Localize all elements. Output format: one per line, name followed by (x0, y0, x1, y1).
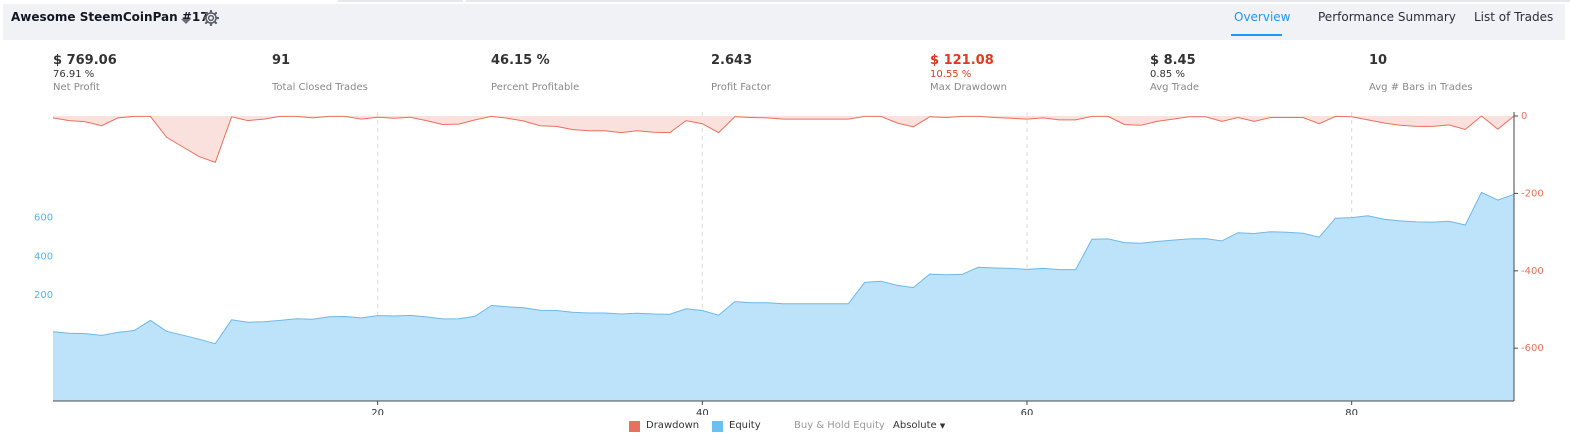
stat-percent-profitable: 46.15 % Percent Profitable (491, 52, 579, 95)
tab-performance-summary[interactable]: Performance Summary (1318, 10, 1456, 24)
stat-label: Net Profit (53, 82, 100, 93)
right-axis-label: -400 (1521, 266, 1544, 277)
stat-net-profit: $ 769.06 76.91 % Net Profit (53, 52, 117, 95)
x-tick-label: 60 (1021, 408, 1034, 415)
window-top-strip (0, 0, 1570, 3)
x-tick-label: 20 (371, 408, 384, 415)
chevron-down-icon[interactable] (181, 19, 191, 24)
equity-drawdown-chart[interactable]: 20 40 60 80 600 400 200 0 -200 -400 -600 (0, 105, 1570, 415)
stat-label: Profit Factor (711, 82, 771, 93)
stat-percent-empty (272, 69, 368, 81)
right-axis-label: -200 (1521, 188, 1544, 199)
stat-profit-factor: 2.643 Profit Factor (711, 52, 771, 95)
stat-value: $ 769.06 (53, 53, 117, 68)
mode-select[interactable]: Absolute ▼ (893, 420, 945, 431)
equity-area (53, 192, 1514, 401)
stat-percent-empty (1369, 69, 1473, 81)
stat-label: Max Drawdown (930, 82, 1007, 93)
stat-value: 91 (272, 53, 291, 68)
stat-label: Avg Trade (1150, 82, 1200, 93)
stat-value: 46.15 % (491, 53, 550, 68)
right-axis-label: -600 (1521, 343, 1544, 354)
stat-percent: 10.55 % (930, 69, 972, 80)
equity-line (52, 191, 1515, 345)
stat-value: $ 121.08 (930, 53, 994, 68)
stat-value: $ 8.45 (1150, 53, 1196, 68)
legend-equity-swatch (712, 421, 723, 432)
stat-max-drawdown: $ 121.08 10.55 % Max Drawdown (930, 52, 1007, 95)
left-axis-label: 200 (34, 290, 53, 301)
legend-drawdown-swatch (629, 421, 640, 432)
legend-equity[interactable]: Equity (729, 420, 761, 431)
stat-value: 2.643 (711, 53, 753, 68)
stat-label: Avg # Bars in Trades (1369, 82, 1473, 93)
tab-overview-underline (1231, 34, 1282, 36)
strategy-name[interactable]: Awesome SteemCoinPan #17 (11, 10, 209, 24)
left-axis-label: 600 (34, 213, 53, 224)
drawdown-area (53, 116, 1514, 163)
legend-drawdown[interactable]: Drawdown (646, 420, 700, 431)
stat-total-closed-trades: 91 Total Closed Trades (272, 52, 368, 95)
stat-percent-empty (711, 69, 771, 81)
right-axis-label: 0 (1521, 111, 1527, 122)
x-tick-label: 80 (1345, 408, 1358, 415)
stat-percent-empty (491, 69, 579, 81)
mode-select-label: Absolute (893, 420, 937, 431)
x-tick-label: 40 (696, 408, 709, 415)
top-strip-segment (466, 0, 1570, 2)
strategy-header (3, 4, 1565, 40)
stat-avg-bars-in-trades: 10 Avg # Bars in Trades (1369, 52, 1473, 95)
left-axis-label: 400 (34, 251, 53, 262)
stat-percent: 0.85 % (1150, 69, 1185, 80)
stat-value: 10 (1369, 53, 1388, 68)
top-strip-segment (338, 0, 463, 2)
caret-down-icon: ▼ (939, 422, 946, 430)
tab-list-of-trades[interactable]: List of Trades (1474, 10, 1554, 24)
stat-percent: 76.91 % (53, 69, 95, 80)
stat-avg-trade: $ 8.45 0.85 % Avg Trade (1150, 52, 1199, 95)
stat-label: Percent Profitable (491, 82, 580, 93)
legend-buy-hold-equity[interactable]: Buy & Hold Equity (794, 420, 885, 431)
tab-overview[interactable]: Overview (1234, 10, 1291, 24)
stat-label: Total Closed Trades (272, 82, 368, 93)
gear-icon[interactable] (203, 10, 219, 26)
drawdown-line (52, 115, 1515, 164)
